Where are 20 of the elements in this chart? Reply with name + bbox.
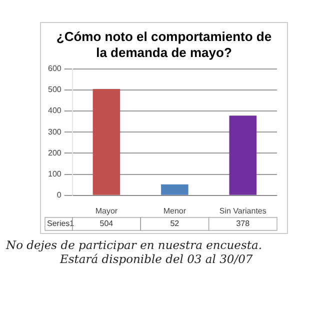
x-tick-label: Mayor xyxy=(95,206,118,216)
y-tick-label: 300 xyxy=(48,127,62,136)
text: No dejes de participar en nuestra encuesta. xyxy=(4,238,263,252)
data-label: 378 xyxy=(236,219,250,228)
y-tick-label: 200 xyxy=(48,148,62,158)
y-tick-label: 0 xyxy=(56,190,62,200)
bar xyxy=(229,116,257,195)
text: Estará disponible del 03 al 30/07 xyxy=(58,252,254,266)
y-tick-label: 100 xyxy=(48,170,62,179)
data-label: 52 xyxy=(170,219,180,228)
y-tick-label: 400 xyxy=(48,106,62,116)
text: Series1 xyxy=(47,219,75,228)
data-label: 504 xyxy=(100,219,114,228)
x-tick-label: Sin Variantes xyxy=(219,206,266,216)
y-tick-label: 500 xyxy=(48,85,62,94)
y-tick-label: 600 xyxy=(48,64,62,74)
chart-title: ¿Cómo noto el comportamiento de la demanda de mayo? xyxy=(55,29,273,61)
bar xyxy=(161,184,188,195)
x-tick-label: Menor xyxy=(163,206,186,216)
bar xyxy=(92,89,120,195)
